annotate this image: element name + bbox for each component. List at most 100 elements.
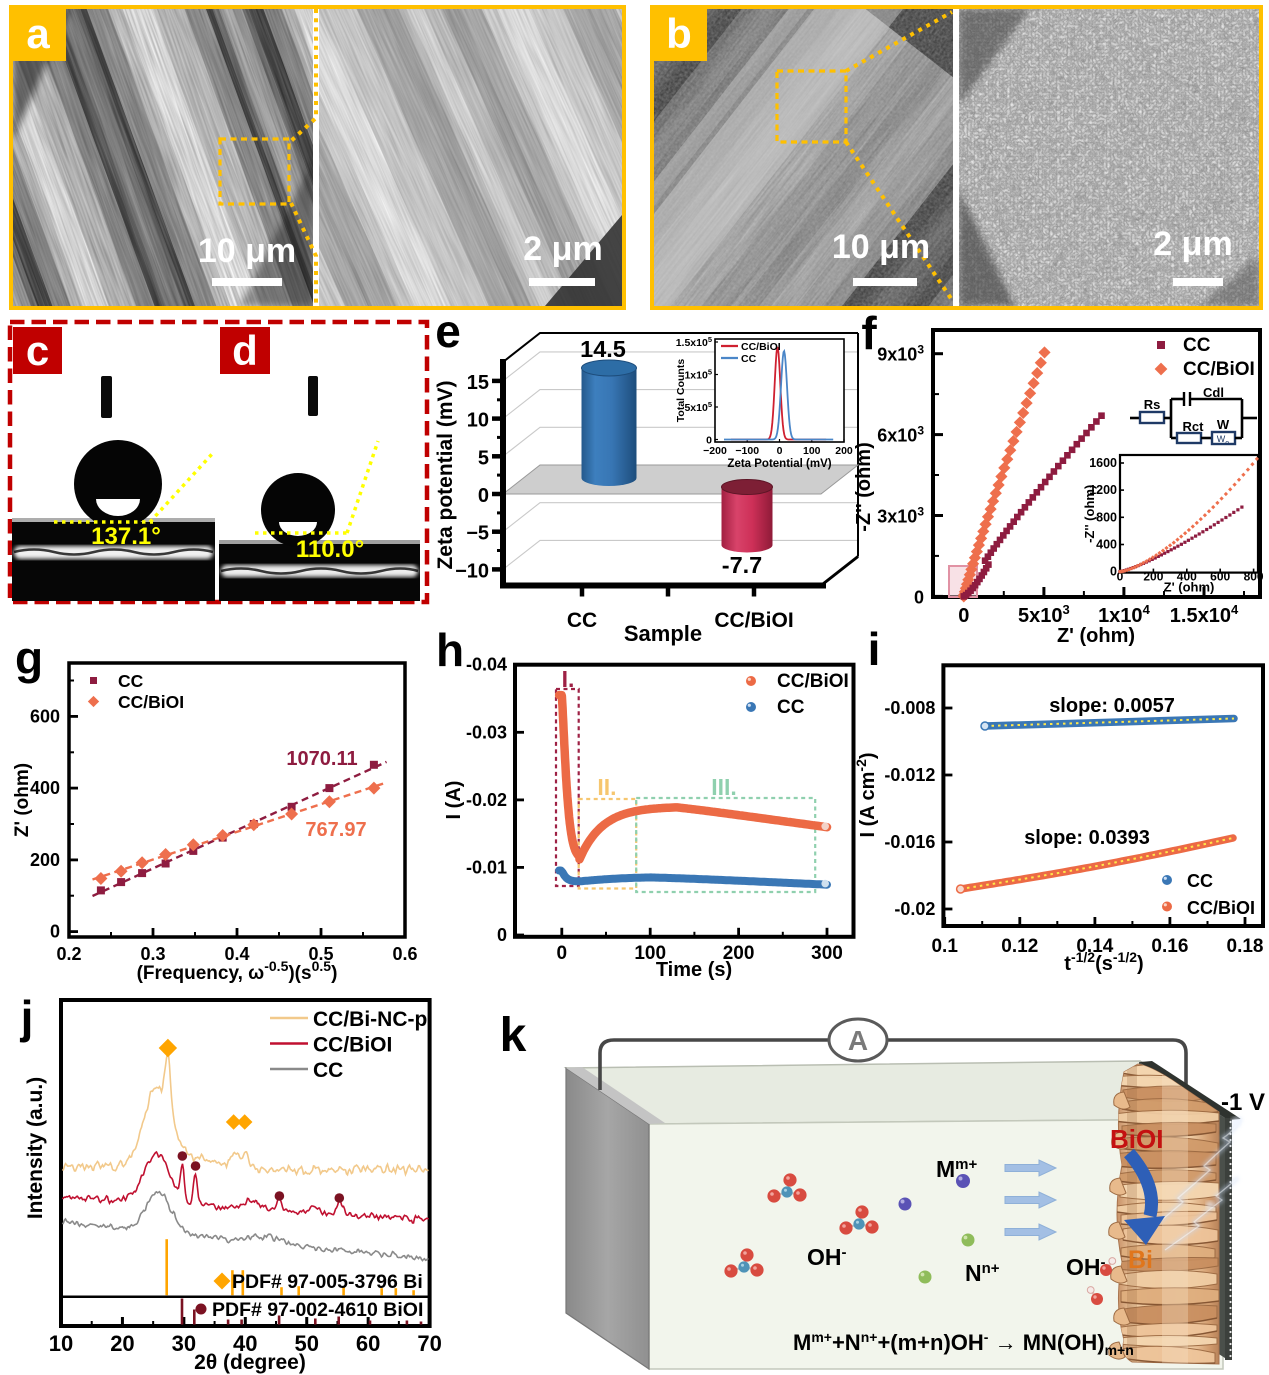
svg-text:-0.008: -0.008 — [884, 698, 935, 718]
svg-text:800: 800 — [1096, 510, 1117, 524]
svg-text:50: 50 — [294, 1331, 318, 1356]
svg-text:c: c — [26, 327, 49, 374]
svg-text:OH-: OH- — [1066, 1254, 1106, 1280]
svg-text:CC/BiOI: CC/BiOI — [777, 671, 849, 692]
svg-text:Rs: Rs — [1144, 397, 1161, 412]
svg-text:0.18: 0.18 — [1227, 936, 1264, 957]
svg-text:I (A): I (A) — [443, 781, 465, 820]
svg-text:100: 100 — [634, 943, 666, 964]
svg-text:g: g — [15, 632, 43, 684]
svg-text:0: 0 — [914, 587, 924, 607]
svg-text:CC/BiOI: CC/BiOI — [1183, 359, 1255, 380]
svg-text:1200: 1200 — [1089, 483, 1117, 497]
svg-text:0: 0 — [706, 435, 712, 447]
svg-text:0.6: 0.6 — [392, 944, 417, 964]
svg-text:Mm++Nn++(m+n)OH- → MN(OH)m+n: Mm++Nn++(m+n)OH- → MN(OH)m+n — [793, 1329, 1134, 1358]
svg-text:1.5x105: 1.5x105 — [676, 335, 712, 349]
svg-text:400: 400 — [1177, 570, 1197, 584]
svg-text:I (A cm-2): I (A cm-2) — [853, 752, 879, 837]
svg-text:t-1/2(s-1/2): t-1/2(s-1/2) — [1064, 949, 1143, 975]
svg-text:−200: −200 — [703, 445, 727, 457]
svg-text:30: 30 — [172, 1331, 196, 1356]
svg-text:60: 60 — [356, 1331, 380, 1356]
svg-text:-0.03: -0.03 — [466, 722, 507, 742]
svg-text:h: h — [436, 624, 464, 676]
svg-text:14.5: 14.5 — [580, 336, 626, 362]
svg-text:2 μm: 2 μm — [523, 230, 602, 268]
svg-text:1x104: 1x104 — [1098, 602, 1151, 627]
svg-text:j: j — [20, 991, 34, 1043]
svg-text:CC: CC — [1183, 335, 1211, 356]
svg-text:-7.7: -7.7 — [722, 552, 763, 578]
svg-text:0: 0 — [1110, 565, 1117, 579]
svg-text:200: 200 — [723, 943, 755, 964]
svg-text:i: i — [868, 623, 881, 675]
svg-text:Z' (ohm): Z' (ohm) — [1164, 580, 1215, 595]
svg-text:200: 200 — [30, 850, 60, 870]
svg-text:Zeta potential (mV): Zeta potential (mV) — [434, 380, 457, 569]
svg-text:CC/BiOI: CC/BiOI — [741, 341, 781, 353]
svg-text:Intensity (a.u.): Intensity (a.u.) — [24, 1077, 47, 1219]
svg-text:a: a — [26, 10, 50, 57]
svg-text:0.4: 0.4 — [224, 944, 249, 964]
svg-text:Rct: Rct — [1183, 419, 1205, 434]
svg-text:CC: CC — [118, 671, 144, 691]
svg-text:0.1: 0.1 — [931, 936, 958, 957]
svg-text:CC/Bi-NC-p: CC/Bi-NC-p — [313, 1008, 427, 1031]
svg-text:300: 300 — [811, 943, 843, 964]
svg-text:BiOI: BiOI — [1110, 1124, 1163, 1154]
svg-text:200: 200 — [1143, 570, 1163, 584]
svg-text:PDF# 97-002-4610 BiOI: PDF# 97-002-4610 BiOI — [212, 1299, 423, 1321]
svg-text:1x105: 1x105 — [684, 368, 712, 382]
svg-text:Cdl: Cdl — [1203, 385, 1224, 400]
svg-text:10 μm: 10 μm — [198, 232, 296, 270]
svg-text:Z' (ohm): Z' (ohm) — [1057, 625, 1135, 647]
svg-text:Total Counts: Total Counts — [675, 359, 687, 423]
svg-text:1.5x104: 1.5x104 — [1170, 602, 1239, 627]
svg-text:2θ (degree): 2θ (degree) — [194, 1351, 306, 1374]
svg-text:5x105: 5x105 — [684, 400, 712, 414]
svg-text:-0.02: -0.02 — [466, 790, 507, 810]
svg-text:CC/BiOI: CC/BiOI — [313, 1034, 392, 1057]
svg-text:-0.01: -0.01 — [466, 857, 507, 877]
svg-text:CC/BiOI: CC/BiOI — [118, 692, 184, 712]
svg-text:II.: II. — [597, 774, 616, 800]
svg-text:CC: CC — [567, 609, 597, 632]
svg-text:1070.11: 1070.11 — [286, 748, 357, 770]
svg-text:CC/BiOI: CC/BiOI — [1187, 898, 1255, 918]
svg-text:0.16: 0.16 — [1151, 936, 1188, 957]
svg-text:800: 800 — [1244, 570, 1264, 584]
svg-text:5x103: 5x103 — [1018, 602, 1070, 627]
svg-text:−100: −100 — [735, 445, 759, 457]
svg-text:0.14: 0.14 — [1076, 936, 1113, 957]
svg-text:-0.04: -0.04 — [466, 655, 507, 675]
svg-text:k: k — [500, 1009, 527, 1062]
svg-text:5: 5 — [478, 447, 489, 469]
svg-text:b: b — [666, 10, 692, 57]
svg-text:100: 100 — [803, 445, 821, 457]
svg-text:767.97: 767.97 — [305, 819, 366, 841]
svg-text:70: 70 — [417, 1331, 441, 1356]
svg-text:0: 0 — [557, 943, 568, 964]
svg-text:400: 400 — [30, 778, 60, 798]
svg-text:3x103: 3x103 — [877, 505, 924, 527]
svg-text:OH-: OH- — [807, 1244, 847, 1270]
svg-text:-1 V: -1 V — [1221, 1089, 1265, 1116]
svg-text:0: 0 — [50, 922, 60, 942]
svg-text:600: 600 — [1210, 570, 1230, 584]
svg-text:10: 10 — [467, 410, 489, 432]
svg-text:10 μm: 10 μm — [832, 228, 930, 266]
svg-text:15: 15 — [467, 372, 489, 394]
svg-text:III.: III. — [711, 774, 737, 800]
svg-text:0: 0 — [1117, 570, 1124, 584]
svg-text:CC/BiOI: CC/BiOI — [714, 609, 793, 632]
svg-text:slope: 0.0393: slope: 0.0393 — [1024, 827, 1150, 849]
svg-text:-0.02: -0.02 — [894, 899, 935, 919]
svg-text:W: W — [1217, 417, 1230, 432]
svg-text:0: 0 — [497, 925, 507, 945]
svg-text:slope: 0.0057: slope: 0.0057 — [1049, 695, 1175, 717]
svg-text:d: d — [232, 327, 258, 374]
svg-text:-0.016: -0.016 — [884, 832, 935, 852]
svg-text:-Z'' (ohm): -Z'' (ohm) — [853, 442, 875, 531]
svg-text:e: e — [435, 305, 461, 357]
